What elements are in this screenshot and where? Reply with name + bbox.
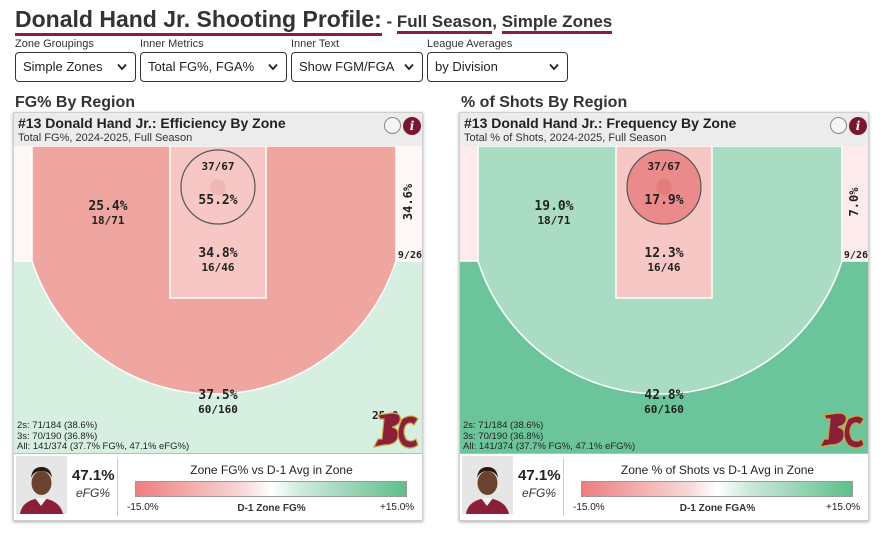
- title-season-link[interactable]: Full Season: [396, 12, 493, 34]
- summary-twos: 2s: 71/184 (38.6%): [17, 420, 98, 431]
- rim-marker: [210, 179, 226, 195]
- efficiency-card-title: #13 Donald Hand Jr.: Efficiency By Zone: [18, 115, 286, 131]
- color-scale-bar: [581, 481, 853, 497]
- paint-pct: 34.8%: [198, 246, 237, 261]
- paint-pct: 12.3%: [644, 246, 683, 261]
- frequency-summary: 2s: 71/184 (38.6%) 3s: 70/190 (36.8%) Al…: [463, 420, 636, 453]
- efficiency-card: #13 Donald Hand Jr.: Efficiency By Zone …: [13, 112, 423, 521]
- frequency-card-subtitle: Total % of Shots, 2024-2025, Full Season: [464, 132, 667, 144]
- mid-pct: 19.0%: [534, 199, 573, 214]
- chevron-down-icon: [549, 63, 559, 71]
- chevron-down-icon: [117, 63, 127, 71]
- three-pct: 37.5%: [198, 388, 237, 403]
- corner-pct: 7.0%: [847, 187, 861, 217]
- three-attempts: 60/160: [644, 403, 684, 416]
- toggle-circle-icon[interactable]: [384, 117, 401, 134]
- inner-text-control: Inner Text Show FGM/FGA: [291, 38, 423, 82]
- frequency-card-header: #13 Donald Hand Jr.: Frequency By Zone T…: [460, 113, 868, 146]
- legend-title: Zone % of Shots vs D-1 Avg in Zone: [620, 463, 815, 477]
- league-averages-value: by Division: [435, 59, 498, 74]
- rim-pct: 17.9%: [644, 193, 683, 208]
- info-icon[interactable]: i: [403, 117, 421, 135]
- zone-groupings-control: Zone Groupings Simple Zones: [15, 38, 136, 82]
- efg-value: 47.1%: [72, 467, 115, 484]
- league-averages-select[interactable]: by Division: [427, 52, 568, 82]
- league-averages-control: League Averages by Division: [427, 38, 568, 82]
- color-scale-bar: [135, 481, 407, 497]
- footer-divider: [117, 458, 118, 516]
- corner-attempts: 9/26: [844, 250, 868, 261]
- mid-attempts: 18/71: [91, 214, 124, 227]
- legend-max: +15.0%: [380, 502, 415, 513]
- chevron-down-icon: [268, 63, 278, 71]
- legend-mid: D-1 Zone FG%: [237, 503, 306, 514]
- efficiency-court: 37/67 55.2% 34.8% 16/46 25.4% 18/71 34.6…: [14, 146, 422, 453]
- title-comma: ,: [492, 12, 502, 31]
- frequency-card-footer: 47.1% eFG% Zone % of Shots vs D-1 Avg in…: [460, 453, 868, 520]
- player-title: Donald Hand Jr. Shooting Profile:: [15, 6, 382, 36]
- efficiency-card-subtitle: Total FG%, 2024-2025, Full Season: [18, 132, 193, 144]
- summary-twos: 2s: 71/184 (38.6%): [463, 420, 544, 431]
- toggle-circle-icon[interactable]: [830, 117, 847, 134]
- info-icon[interactable]: i: [849, 117, 867, 135]
- inner-metrics-value: Total FG%, FGA%: [148, 59, 255, 74]
- legend-min: -15.0%: [573, 502, 605, 513]
- frequency-court: 37/67 17.9% 12.3% 16/46 19.0% 18/71 7.0%…: [460, 146, 868, 453]
- player-avatar: [16, 456, 67, 514]
- summary-all: All: 141/374 (37.7% FG%, 47.1% eFG%): [17, 441, 190, 452]
- summary-threes: 3s: 70/190 (36.8%): [17, 430, 98, 442]
- inner-text-value: Show FGM/FGA: [299, 59, 395, 74]
- title-dash: -: [381, 12, 397, 31]
- league-averages-label: League Averages: [427, 38, 513, 50]
- mid-attempts: 18/71: [537, 214, 570, 227]
- bc-logo: [372, 412, 419, 449]
- corner-pct: 34.6%: [401, 183, 415, 220]
- inner-text-select[interactable]: Show FGM/FGA: [291, 52, 423, 82]
- rim-pct: 55.2%: [198, 193, 237, 208]
- legend-mid: D-1 Zone FGA%: [679, 503, 756, 514]
- player-avatar: [462, 456, 513, 514]
- chevron-down-icon: [404, 63, 414, 71]
- efg-label: eFG%: [522, 486, 557, 500]
- zone-groupings-select[interactable]: Simple Zones: [15, 52, 136, 82]
- paint-attempts: 16/46: [201, 261, 234, 274]
- shots-by-region-title: % of Shots By Region: [461, 94, 628, 111]
- paint-attempts: 16/46: [647, 261, 680, 274]
- efg-label: eFG%: [76, 486, 111, 500]
- page-title: Donald Hand Jr. Shooting Profile: - Full…: [15, 6, 613, 36]
- zone-groupings-label: Zone Groupings: [15, 38, 94, 50]
- rim-attempts: 37/67: [201, 160, 234, 173]
- efficiency-card-footer: 47.1% eFG% Zone FG% vs D-1 Avg in Zone -…: [14, 453, 422, 520]
- frequency-card: #13 Donald Hand Jr.: Frequency By Zone T…: [459, 112, 869, 521]
- zone-groupings-value: Simple Zones: [23, 59, 103, 74]
- summary-threes: 3s: 70/190 (36.8%): [463, 430, 544, 442]
- title-zones-link[interactable]: Simple Zones: [501, 12, 613, 34]
- corner-attempts: 9/26: [398, 250, 422, 261]
- inner-metrics-label: Inner Metrics: [140, 38, 204, 50]
- legend-title: Zone FG% vs D-1 Avg in Zone: [190, 463, 353, 477]
- legend-min: -15.0%: [127, 502, 159, 513]
- inner-text-label: Inner Text: [291, 38, 340, 50]
- frequency-card-title: #13 Donald Hand Jr.: Frequency By Zone: [464, 115, 737, 131]
- inner-metrics-select[interactable]: Total FG%, FGA%: [140, 52, 287, 82]
- efficiency-summary: 2s: 71/184 (38.6%) 3s: 70/190 (36.8%) Al…: [17, 420, 190, 453]
- mid-pct: 25.4%: [88, 199, 127, 214]
- three-pct: 42.8%: [644, 388, 683, 403]
- efficiency-card-header: #13 Donald Hand Jr.: Efficiency By Zone …: [14, 113, 422, 146]
- three-attempts: 60/160: [198, 403, 238, 416]
- footer-divider: [563, 458, 564, 516]
- summary-all: All: 141/374 (37.7% FG%, 47.1% eFG%): [463, 441, 636, 452]
- rim-marker: [656, 179, 672, 195]
- inner-metrics-control: Inner Metrics Total FG%, FGA%: [140, 38, 287, 82]
- fg-by-region-title: FG% By Region: [15, 94, 136, 111]
- bc-logo: [818, 412, 865, 449]
- rim-attempts: 37/67: [647, 160, 680, 173]
- efg-value: 47.1%: [518, 467, 561, 484]
- legend-max: +15.0%: [826, 502, 861, 513]
